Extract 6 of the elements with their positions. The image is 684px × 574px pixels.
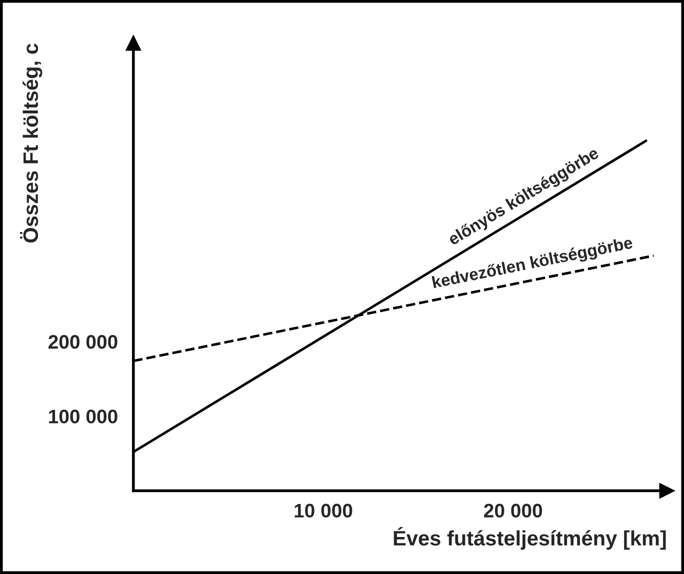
y-axis-title: Összes Ft költség, c xyxy=(20,44,42,242)
x-tick-label: 10 000 xyxy=(294,504,352,518)
x-tick-label: 20 000 xyxy=(484,504,542,518)
x-axis-title: Éves futásteljesítmény [km] xyxy=(394,526,666,550)
y-tick-label: 100 000 xyxy=(49,410,118,424)
y-tick-label: 200 000 xyxy=(48,335,118,349)
